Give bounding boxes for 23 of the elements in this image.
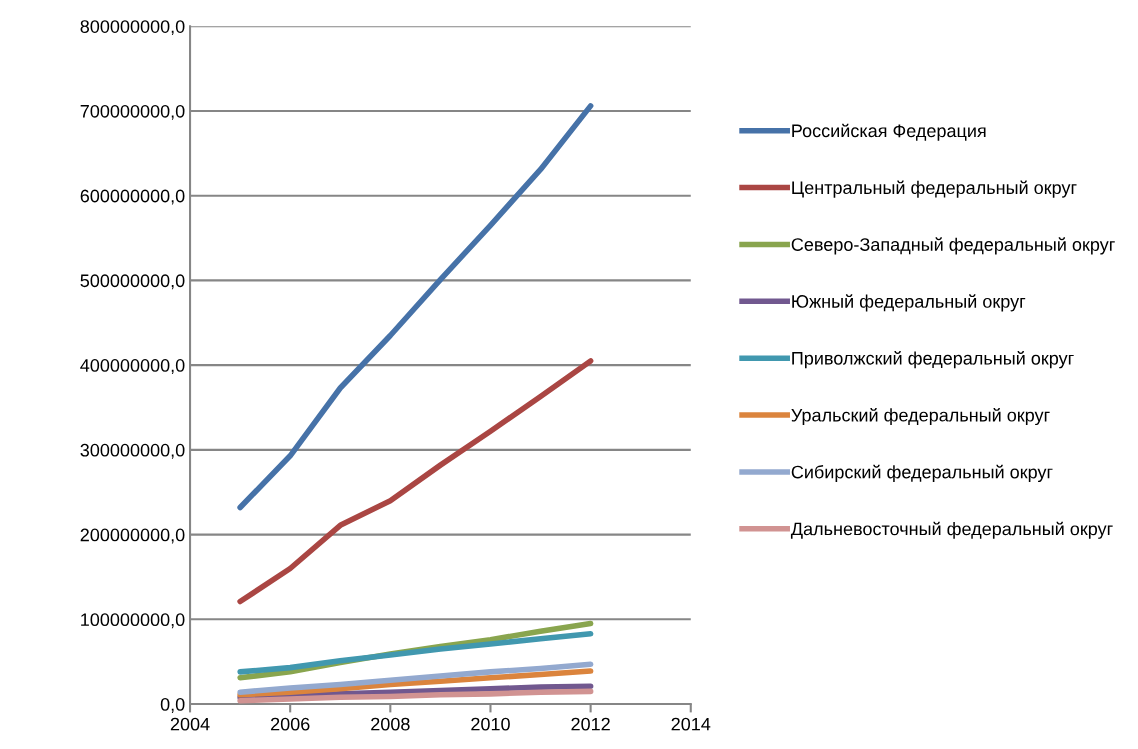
x-tick-label: 2006 <box>271 717 310 731</box>
y-tick-label: 400000000,0 <box>80 359 185 374</box>
legend-label: Уральский федеральный округ <box>791 407 1050 426</box>
x-tick-label: 2008 <box>371 717 410 731</box>
y-tick-label: 0,0 <box>160 697 185 713</box>
legend-label: Центральный федеральный округ <box>792 180 1077 198</box>
y-tick-label: 300000000,0 <box>80 443 185 459</box>
y-tick-label: 100000000,0 <box>81 613 185 629</box>
y-tick-label: 800000000,0 <box>80 20 185 36</box>
legend-label: Южный федеральный округ <box>792 294 1026 312</box>
legend-label: Сибирский федеральный округ <box>791 464 1053 482</box>
x-tick-label: 2012 <box>571 717 610 731</box>
y-tick-label: 500000000,0 <box>80 274 185 290</box>
x-tick-label: 2010 <box>471 717 510 731</box>
legend-label: Северо-Западный федеральный округ <box>791 237 1115 255</box>
x-tick-label: 2014 <box>671 717 711 731</box>
x-tick-label: 2004 <box>170 717 210 731</box>
legend-label: Российская Федерация <box>792 123 986 141</box>
legend-label: Дальневосточный федеральный округ <box>790 521 1113 539</box>
y-tick-label: 600000000,0 <box>80 189 185 205</box>
y-tick-label: 200000000,0 <box>80 528 185 544</box>
y-tick-label: 700000000,0 <box>80 104 185 120</box>
legend-label: Приволжский федеральный округ <box>792 351 1074 369</box>
